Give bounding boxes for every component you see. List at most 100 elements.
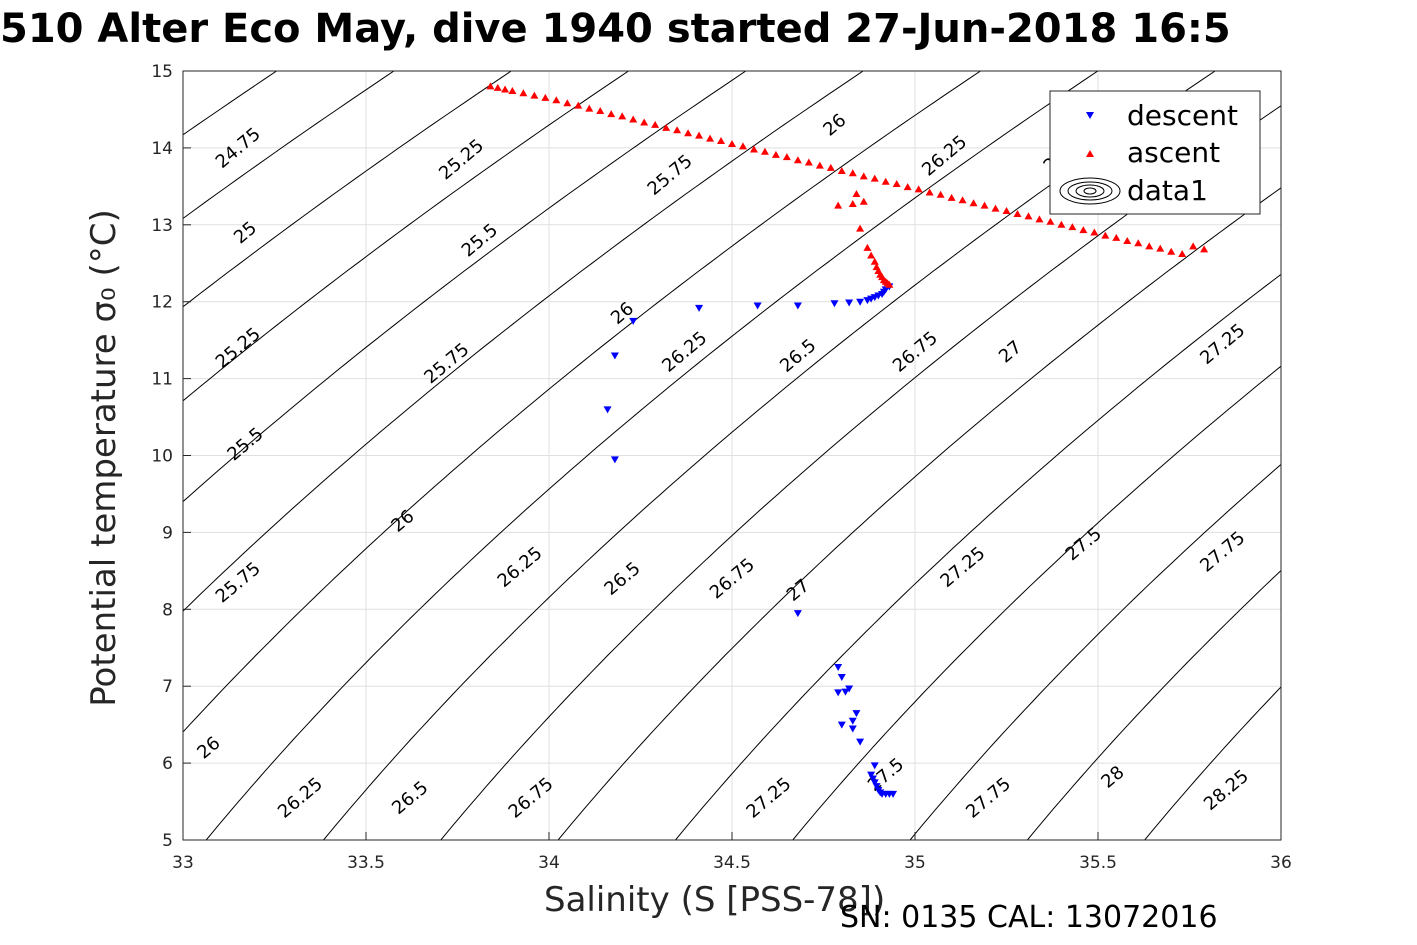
ascent-point: [881, 177, 890, 185]
ascent-point: [863, 243, 872, 251]
descent-point: [793, 302, 802, 310]
ascent-point: [1200, 245, 1209, 253]
ascent-point: [574, 101, 583, 109]
ascent-point: [1090, 228, 1099, 236]
ascent-point: [914, 185, 923, 193]
legend-ascent-label: ascent: [1127, 136, 1220, 169]
ascent-point: [815, 161, 824, 169]
ascent-point: [629, 115, 638, 123]
ascent-point: [607, 110, 616, 118]
ascent-point: [771, 150, 780, 158]
ascent-point: [892, 180, 901, 188]
y-axis-ticks: 5 6 7 8 9 10 11 12 13 14 15: [151, 62, 191, 851]
ascent-point: [903, 183, 912, 191]
ascent-point: [826, 163, 835, 171]
ascent-point: [1134, 239, 1143, 247]
isopycnal-line: [792, 365, 1281, 840]
x-tick-label: 33.5: [347, 853, 385, 873]
descent-point: [852, 710, 861, 718]
ascent-point: [563, 99, 572, 107]
ascent-point: [1079, 226, 1088, 234]
x-tick-label: 36: [1270, 853, 1292, 873]
ascent-point: [673, 126, 682, 134]
chart-title: 510 Alter Eco May, dive 1940 started 27-…: [0, 6, 1231, 52]
isopycnal-line: [909, 463, 1281, 840]
ascent-point: [870, 174, 879, 182]
ascent-point: [585, 104, 594, 112]
x-tick-label: 33: [172, 853, 194, 873]
descent-point: [870, 779, 879, 787]
ascent-point: [1024, 212, 1033, 220]
ascent-point: [684, 129, 693, 137]
ascent-point: [519, 89, 528, 97]
y-tick-label: 6: [162, 754, 173, 774]
x-axis-ticks: 33 33.5 34 34.5 35 35.5 36: [172, 832, 1292, 873]
descent-point: [834, 689, 843, 697]
ascent-point: [867, 251, 876, 259]
descent-point: [834, 663, 843, 671]
ascent-point: [856, 224, 865, 232]
ascent-point: [834, 201, 843, 209]
descent-point: [793, 610, 802, 618]
ascent-point: [760, 147, 769, 155]
ascent-point: [1112, 233, 1121, 241]
isopycnal-line: [183, 71, 630, 402]
ascent-point: [848, 200, 857, 208]
descent-point: [610, 456, 619, 464]
ascent-point: [793, 156, 802, 164]
descent-point: [848, 725, 857, 733]
descent-point: [872, 783, 881, 791]
y-tick-label: 9: [162, 523, 173, 543]
descent-point: [856, 298, 865, 306]
legend: descent ascent data1: [1049, 90, 1261, 215]
isopycnal-line: [674, 273, 1281, 840]
data-points: [486, 82, 1209, 798]
ascent-point: [1057, 220, 1066, 228]
ascent-point: [969, 199, 978, 207]
legend-contour-icon: [1059, 177, 1121, 205]
legend-ascent-marker: [1086, 150, 1094, 157]
y-tick-label: 11: [151, 370, 173, 390]
y-axis-label: Potential temperature σ₀ (°C): [84, 209, 124, 707]
ascent-point: [980, 201, 989, 209]
ascent-point: [859, 172, 868, 180]
descent-point: [870, 762, 879, 770]
ascent-point: [1101, 231, 1110, 239]
x-axis-label: Salinity (S [PSS-78]): [544, 880, 886, 920]
ascent-point: [651, 120, 660, 128]
ascent-point: [618, 112, 627, 120]
ascent-point: [1145, 242, 1154, 250]
y-tick-label: 10: [151, 447, 173, 467]
y-tick-label: 13: [151, 216, 173, 236]
ascent-point: [728, 140, 736, 148]
ascent-point: [1068, 223, 1077, 231]
ascent-point: [530, 91, 539, 99]
descent-point: [837, 721, 846, 729]
legend-data1-label: data1: [1127, 174, 1208, 207]
descent-point: [867, 771, 876, 779]
ascent-point: [1046, 217, 1055, 225]
ascent-point: [717, 136, 726, 144]
ascent-point: [486, 82, 495, 90]
ascent-point: [1178, 250, 1187, 258]
descent-point: [841, 688, 850, 696]
x-tick-label: 35.5: [1079, 853, 1117, 873]
ascent-point: [596, 106, 605, 114]
descent-point: [868, 775, 877, 783]
ascent-point: [804, 158, 813, 166]
ascent-point: [991, 204, 1000, 212]
serial-calibration-info: SN: 0135 CAL: 13072016: [840, 900, 1218, 935]
ascent-point: [552, 96, 561, 104]
descent-point: [830, 300, 839, 308]
ascent-point: [706, 134, 715, 142]
ascent-point: [541, 93, 550, 101]
ascent-point: [749, 145, 758, 153]
y-tick-label: 14: [151, 139, 173, 159]
ascent-point: [936, 190, 945, 198]
ascent-point: [640, 118, 649, 126]
descent-point: [610, 352, 619, 360]
ascent-point: [870, 257, 879, 265]
descent-point: [856, 738, 865, 746]
descent-point: [848, 717, 857, 725]
